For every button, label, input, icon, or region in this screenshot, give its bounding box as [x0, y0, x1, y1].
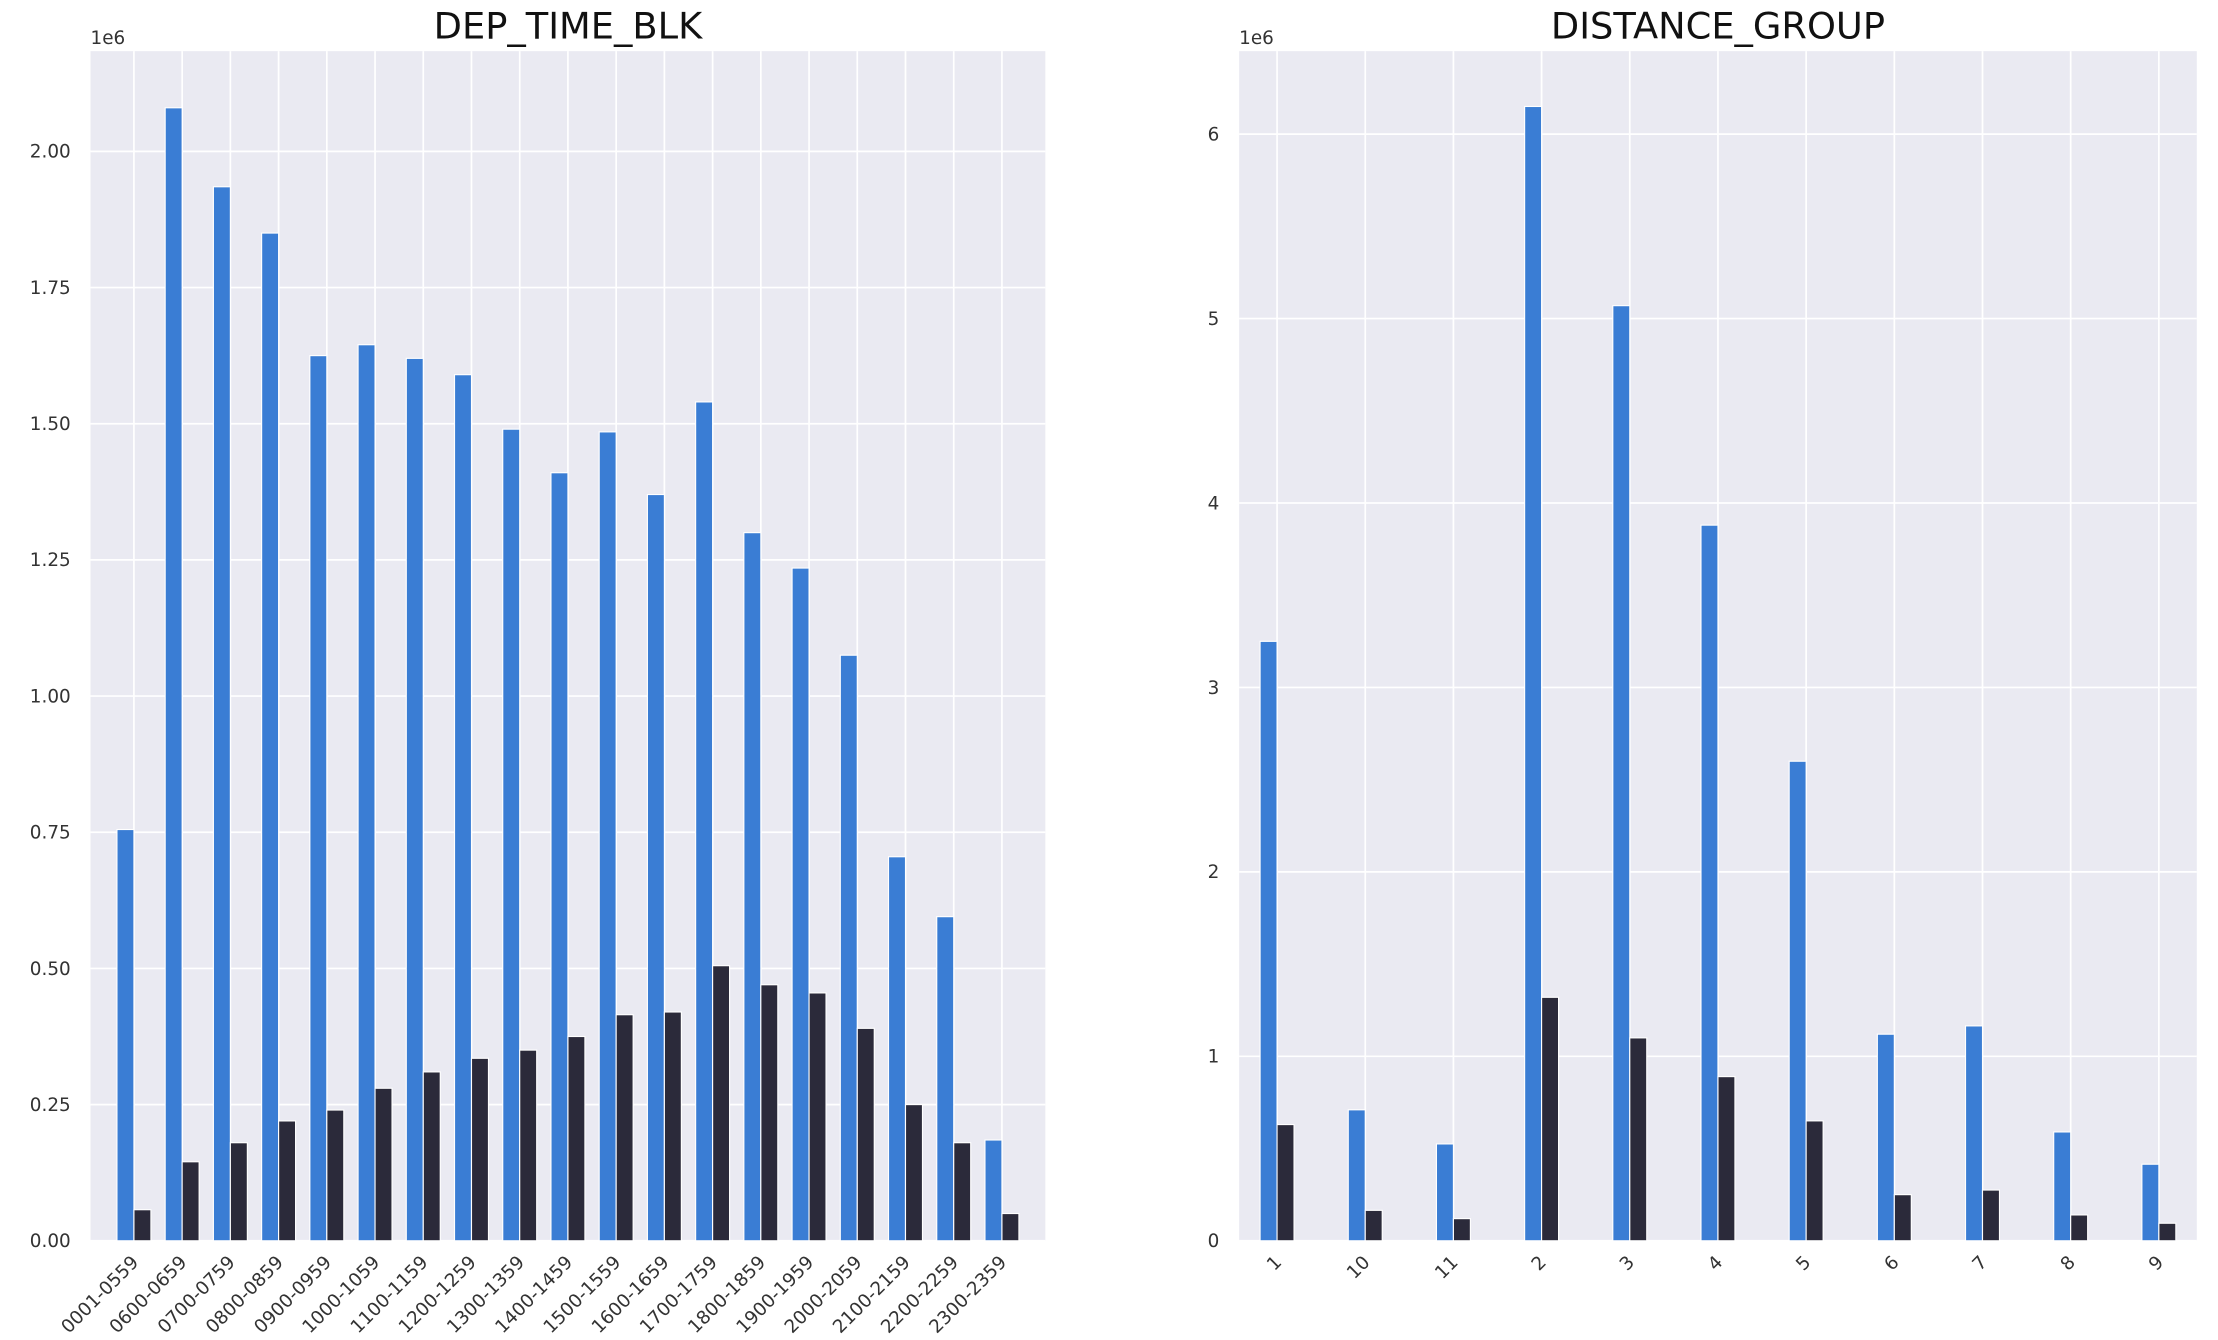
bar [712, 965, 731, 1242]
x-tick-label: 8 [2057, 1252, 2080, 1275]
bar [1347, 1109, 1366, 1242]
bar [1629, 1037, 1648, 1242]
bar [953, 1142, 972, 1242]
axis-offset-label: 1e6 [91, 28, 126, 49]
bar [1700, 524, 1719, 1242]
bar [2053, 1131, 2072, 1242]
bar [984, 1139, 1003, 1242]
y-tick-label: 2 [1208, 862, 1220, 883]
bar [567, 1035, 586, 1242]
bar [887, 856, 907, 1242]
bar [422, 1071, 441, 1242]
x-tick-label: 10 [1343, 1252, 1374, 1283]
x-tick-label: 2 [1528, 1252, 1551, 1275]
chart-title: DISTANCE_GROUP [1551, 4, 1885, 47]
y-tick-label: 0.50 [30, 959, 71, 980]
bar [1893, 1194, 1912, 1242]
axis-offset-label: 1e6 [1239, 28, 1274, 49]
x-tick-label: 5 [1792, 1252, 1815, 1275]
bar [1612, 305, 1631, 1242]
bar [2070, 1214, 2089, 1242]
bar [760, 984, 779, 1242]
bar [229, 1142, 248, 1242]
y-tick-label: 0.75 [30, 823, 71, 844]
y-tick-label: 5 [1208, 309, 1220, 330]
bar [1259, 640, 1278, 1242]
y-tick-label: 1 [1208, 1047, 1220, 1068]
y-tick-label: 1.75 [30, 278, 71, 299]
bar [326, 1109, 345, 1242]
bar [550, 472, 569, 1242]
bar [502, 428, 521, 1242]
bar [695, 401, 714, 1242]
bar [839, 654, 858, 1242]
bar [212, 186, 231, 1242]
bar [743, 532, 762, 1242]
bar [405, 357, 424, 1242]
bar [904, 1104, 924, 1242]
bar [1435, 1143, 1454, 1242]
bar [116, 828, 135, 1242]
bar [1452, 1218, 1471, 1242]
bar [181, 1161, 200, 1242]
bar [615, 1014, 634, 1242]
bar [598, 431, 617, 1242]
x-tick-label: 11 [1431, 1252, 1462, 1283]
bar [133, 1209, 152, 1242]
y-tick-label: 0 [1208, 1231, 1220, 1252]
y-tick-label: 3 [1208, 678, 1220, 699]
y-tick-label: 0.25 [30, 1095, 71, 1116]
bar [1717, 1076, 1736, 1242]
bar [1788, 760, 1807, 1242]
y-tick-label: 1.50 [30, 414, 71, 435]
bar [663, 1011, 682, 1242]
bar [309, 355, 328, 1242]
bar [2141, 1163, 2160, 1242]
bar [1964, 1025, 1984, 1242]
bar [1805, 1120, 1824, 1242]
y-tick-label: 4 [1208, 493, 1220, 514]
bar [1876, 1033, 1895, 1242]
x-tick-label: 3 [1616, 1252, 1639, 1275]
bar [1364, 1209, 1383, 1242]
bar [470, 1057, 490, 1242]
x-tick-label: 7 [1969, 1252, 1992, 1275]
bar [519, 1049, 538, 1242]
y-tick-label: 1.25 [30, 550, 71, 571]
x-tick-label: 9 [2145, 1252, 2168, 1275]
bar [357, 344, 376, 1242]
bar [2158, 1222, 2177, 1242]
y-tick-label: 6 [1208, 125, 1220, 146]
bar [164, 107, 183, 1242]
bar [453, 374, 473, 1242]
bar [1981, 1189, 2001, 1242]
y-tick-label: 0.00 [30, 1231, 71, 1252]
bar [374, 1087, 393, 1242]
bar [1541, 996, 1560, 1242]
x-tick-label: 4 [1704, 1252, 1727, 1275]
y-tick-label: 1.00 [30, 686, 71, 707]
bar [1001, 1212, 1020, 1242]
bar [791, 567, 810, 1242]
bar [646, 493, 665, 1242]
y-tick-label: 2.00 [30, 142, 71, 163]
bar [808, 992, 827, 1242]
x-tick-label: 1 [1263, 1252, 1286, 1275]
bar [1276, 1124, 1295, 1242]
x-tick-label: 6 [1880, 1252, 1903, 1275]
bar [936, 916, 955, 1242]
bar [278, 1120, 297, 1242]
chart-title: DEP_TIME_BLK [434, 4, 703, 47]
bar [261, 232, 280, 1242]
bar [856, 1027, 875, 1242]
bar [1524, 105, 1543, 1242]
